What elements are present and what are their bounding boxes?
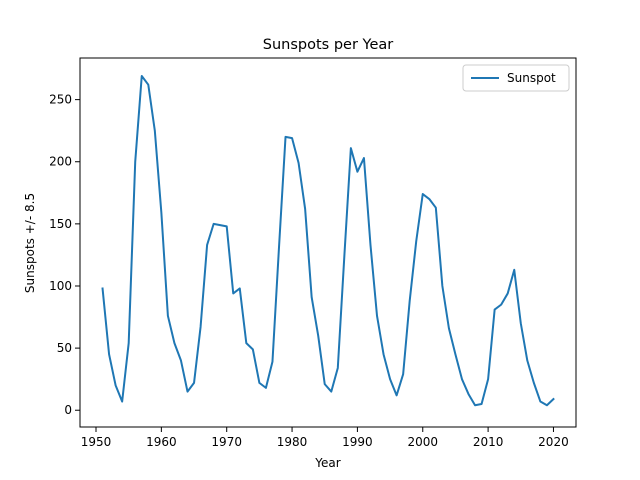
y-tick-label-50: 50 [57,341,72,355]
plot-area: 1950 1960 1970 1980 1990 2000 2010 2020 0 50 100 15… [49,57,577,449]
y-tick-label-100: 100 [49,279,72,293]
chart-title: Sunspots per Year [263,37,393,53]
x-tick-label-1970: 1970 [211,435,242,449]
x-tick-label-2010: 2010 [473,435,504,449]
x-tick-label-1960: 1960 [146,435,177,449]
x-tick-label-1950: 1950 [81,435,112,449]
x-tick-label-1990: 1990 [342,435,373,449]
axes-frame [79,57,577,428]
legend-label-sunspot: Sunspot [507,71,556,85]
y-axis-label: Sunspots +/- 8.5 [23,193,37,293]
y-tick-label-150: 150 [49,217,72,231]
x-tick-label-2020: 2020 [538,435,569,449]
x-tick-label-1980: 1980 [277,435,308,449]
y-tick-label-200: 200 [49,155,72,169]
x-tick-label-2000: 2000 [407,435,438,449]
x-axis-label: Year [314,456,340,470]
y-tick-label-0: 0 [64,403,72,417]
legend-box [462,64,570,92]
series-line-sunspot [101,75,555,407]
y-tick-label-250: 250 [49,93,72,107]
